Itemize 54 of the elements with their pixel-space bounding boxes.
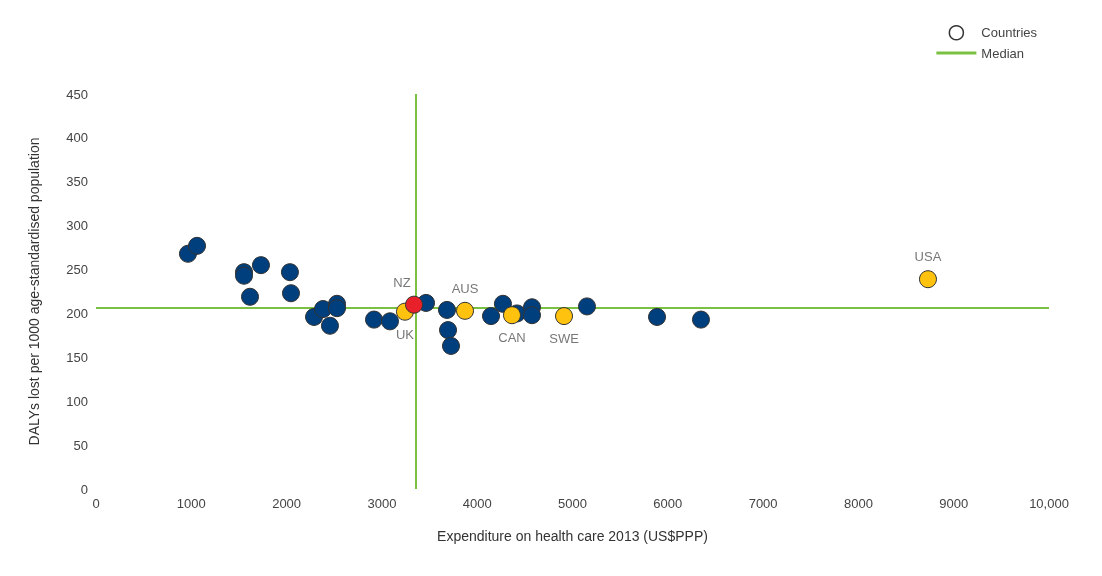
- x-axis-title: Expenditure on health care 2013 (US$PPP): [437, 528, 708, 544]
- point: [438, 300, 456, 319]
- annotation: SWE: [549, 331, 580, 347]
- y-tick-label: 200: [66, 305, 88, 321]
- annotation: USA: [914, 249, 942, 265]
- x-tick-label: 3000: [367, 496, 397, 511]
- y-tick-label: 50: [73, 437, 88, 453]
- annotation: UK: [395, 326, 415, 342]
- point: [456, 301, 474, 320]
- point: [442, 336, 460, 355]
- point: [439, 321, 458, 340]
- point: [493, 294, 512, 313]
- x-tick-label: 8000: [843, 496, 873, 511]
- y-tick-label: 250: [66, 262, 88, 278]
- point: [381, 312, 399, 331]
- point: [918, 270, 937, 289]
- y-axis-title: DALYs lost per 1000 age-standardised population: [26, 137, 42, 446]
- point: [365, 310, 383, 329]
- legend-label: Median: [981, 45, 1024, 61]
- point: [282, 284, 300, 303]
- point: [251, 256, 270, 275]
- y-tick-label: 300: [66, 218, 88, 234]
- legend-label: Countries: [981, 25, 1038, 41]
- x-tick-label: 9000: [939, 496, 969, 511]
- point: [691, 310, 710, 329]
- annotation: AUS: [451, 280, 479, 296]
- x-tick-label: 7000: [748, 496, 778, 511]
- y-tick-label: 350: [66, 174, 88, 190]
- x-tick-label: 1000: [176, 496, 206, 511]
- point: [280, 263, 299, 282]
- point: [188, 236, 207, 255]
- y-tick-label: 150: [66, 349, 88, 365]
- y-tick-label: 450: [66, 86, 88, 102]
- point: [648, 307, 667, 326]
- point: [328, 299, 347, 318]
- point: [482, 307, 501, 326]
- point: [320, 316, 339, 335]
- x-tick-label: 0: [92, 496, 100, 511]
- point: [503, 306, 521, 325]
- point: [523, 306, 541, 325]
- point: [578, 297, 596, 316]
- x-tick-label: 6000: [653, 496, 683, 511]
- y-tick-label: 0: [80, 481, 88, 497]
- point: [241, 287, 259, 306]
- x-tick-label: 4000: [462, 496, 492, 511]
- point: [405, 295, 424, 314]
- annotation: NZ: [393, 274, 411, 290]
- y-tick-label: 400: [66, 130, 88, 146]
- x-tick-label: 5000: [558, 496, 587, 511]
- annotation: CAN: [498, 330, 526, 346]
- point: [555, 307, 574, 326]
- x-tick-label: 10,000: [1029, 496, 1069, 511]
- x-tick-label: 2000: [272, 496, 302, 511]
- y-tick-label: 100: [66, 393, 88, 409]
